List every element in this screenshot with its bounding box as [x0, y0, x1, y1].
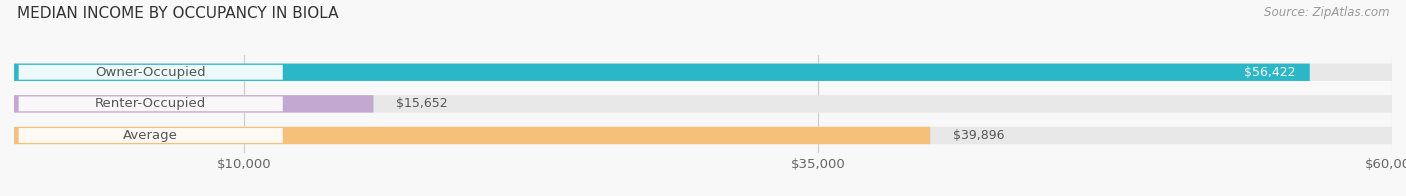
- Text: Average: Average: [124, 129, 179, 142]
- Text: Owner-Occupied: Owner-Occupied: [96, 66, 207, 79]
- FancyBboxPatch shape: [14, 127, 931, 144]
- FancyBboxPatch shape: [14, 95, 1392, 113]
- Text: $56,422: $56,422: [1244, 66, 1296, 79]
- FancyBboxPatch shape: [18, 65, 283, 80]
- FancyBboxPatch shape: [18, 128, 283, 143]
- FancyBboxPatch shape: [14, 127, 1392, 144]
- FancyBboxPatch shape: [14, 95, 374, 113]
- Text: MEDIAN INCOME BY OCCUPANCY IN BIOLA: MEDIAN INCOME BY OCCUPANCY IN BIOLA: [17, 6, 339, 21]
- FancyBboxPatch shape: [14, 64, 1310, 81]
- FancyBboxPatch shape: [14, 64, 1392, 81]
- FancyBboxPatch shape: [18, 96, 283, 111]
- Text: $39,896: $39,896: [953, 129, 1005, 142]
- Text: Source: ZipAtlas.com: Source: ZipAtlas.com: [1264, 6, 1389, 19]
- Text: $15,652: $15,652: [396, 97, 449, 110]
- Text: Renter-Occupied: Renter-Occupied: [96, 97, 207, 110]
